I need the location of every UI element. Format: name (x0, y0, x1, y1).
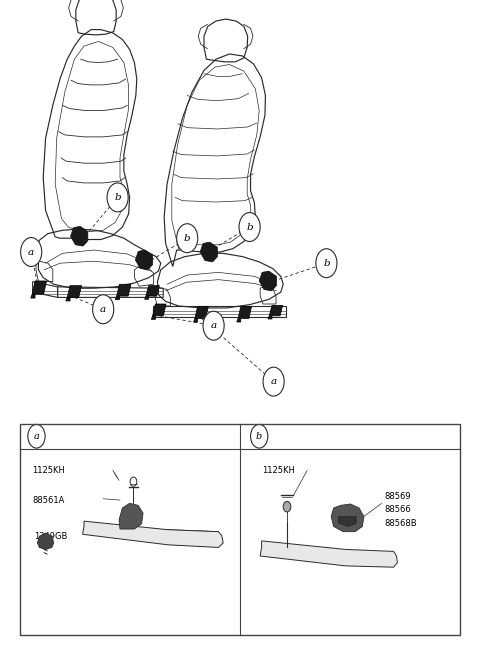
Circle shape (21, 238, 42, 266)
Polygon shape (144, 296, 149, 299)
Text: b: b (323, 259, 330, 268)
Polygon shape (193, 318, 198, 322)
Circle shape (263, 367, 284, 396)
Text: b: b (246, 222, 253, 232)
Polygon shape (151, 316, 156, 319)
Polygon shape (71, 226, 88, 246)
Polygon shape (269, 305, 283, 316)
Polygon shape (331, 504, 364, 532)
Polygon shape (31, 294, 35, 298)
Circle shape (107, 183, 128, 212)
Circle shape (239, 213, 260, 241)
Polygon shape (338, 517, 356, 526)
Text: 88569: 88569 (384, 492, 410, 501)
Text: a: a (100, 305, 106, 314)
Circle shape (177, 224, 198, 253)
Polygon shape (153, 304, 166, 316)
Polygon shape (200, 242, 217, 262)
Text: 1125KH: 1125KH (262, 466, 294, 475)
Polygon shape (268, 316, 272, 319)
Polygon shape (146, 286, 159, 296)
Polygon shape (66, 297, 70, 301)
Text: a: a (211, 321, 216, 330)
Text: 88568B: 88568B (384, 519, 417, 528)
Polygon shape (32, 281, 47, 294)
Polygon shape (195, 307, 208, 318)
Text: 1249GB: 1249GB (34, 532, 67, 541)
Polygon shape (115, 296, 120, 299)
Polygon shape (259, 271, 276, 291)
Circle shape (203, 311, 224, 340)
Text: a: a (34, 432, 39, 441)
Text: 88566: 88566 (384, 505, 411, 515)
Polygon shape (37, 533, 54, 549)
Text: b: b (184, 234, 191, 243)
Polygon shape (260, 541, 397, 567)
Polygon shape (83, 521, 223, 547)
Polygon shape (238, 307, 252, 318)
Polygon shape (237, 318, 241, 322)
Text: 88561A: 88561A (33, 495, 65, 505)
Polygon shape (67, 286, 82, 297)
Text: a: a (28, 247, 34, 257)
Polygon shape (119, 503, 143, 529)
Circle shape (28, 424, 45, 448)
Circle shape (283, 501, 291, 512)
Circle shape (93, 295, 114, 324)
Polygon shape (117, 284, 131, 296)
Text: b: b (256, 432, 263, 441)
Text: 1125KH: 1125KH (32, 466, 65, 475)
Text: b: b (114, 193, 121, 202)
Circle shape (251, 424, 268, 448)
Text: a: a (271, 377, 276, 386)
Circle shape (316, 249, 337, 278)
Polygon shape (135, 250, 153, 270)
